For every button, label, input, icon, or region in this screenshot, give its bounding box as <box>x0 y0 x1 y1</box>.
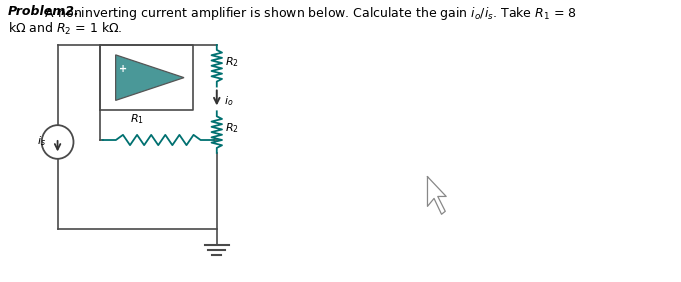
Circle shape <box>42 125 74 159</box>
Polygon shape <box>116 55 184 100</box>
Text: +: + <box>119 64 127 74</box>
Text: k$\Omega$ and $R_2$ = 1 k$\Omega$.: k$\Omega$ and $R_2$ = 1 k$\Omega$. <box>8 21 123 37</box>
Text: $i_o$: $i_o$ <box>224 94 234 108</box>
Text: A noninverting current amplifier is shown below. Calculate the gain $i_o$/$i_s$.: A noninverting current amplifier is show… <box>41 5 576 22</box>
Text: $i_s$: $i_s$ <box>37 134 46 148</box>
Text: $R_2$: $R_2$ <box>225 121 239 135</box>
Text: $R_2$: $R_2$ <box>225 55 239 69</box>
Text: Problem2.: Problem2. <box>8 5 80 18</box>
Text: $R_1$: $R_1$ <box>130 112 144 126</box>
